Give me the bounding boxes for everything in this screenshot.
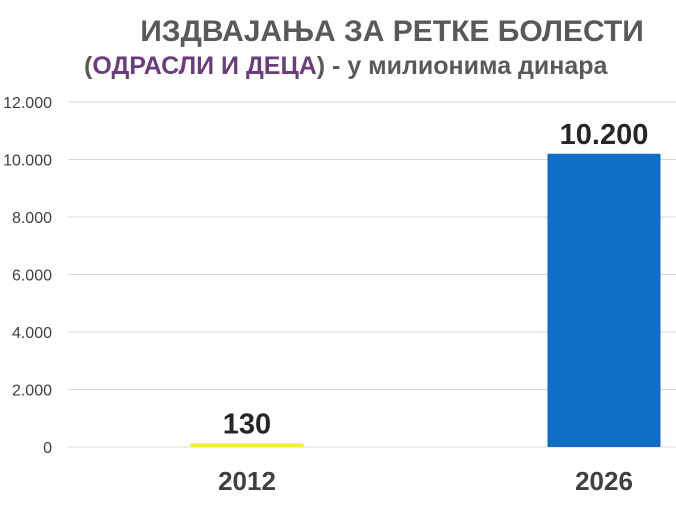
y-tick-label: 10.000 — [3, 153, 52, 170]
chart-title-line-1: ИЗДВАЈАЊА ЗА РЕТКЕ БОЛЕСТИ — [140, 15, 644, 48]
y-tick-label: 12.000 — [3, 95, 52, 112]
y-tick-label: 2.000 — [12, 383, 52, 400]
title-rest: ) - у милионима динара — [317, 52, 609, 80]
bar-2026 — [547, 153, 661, 447]
data-label-2026: 10.200 — [560, 119, 649, 151]
data-label-2012: 130 — [223, 408, 271, 440]
y-tick-label: 6.000 — [12, 268, 52, 285]
x-tick-label-2026: 2026 — [575, 466, 633, 496]
bar-2012 — [190, 443, 304, 447]
title-open-paren: ( — [84, 52, 93, 80]
y-tick-label: 0 — [43, 440, 52, 457]
y-tick-label: 8.000 — [12, 210, 52, 227]
data-labels: 130 10.200 — [223, 119, 649, 441]
y-axis-ticks: 0 2.000 4.000 6.000 8.000 10.000 12.000 — [3, 95, 52, 457]
x-tick-label-2012: 2012 — [218, 466, 276, 496]
title-highlight: ОДРАСЛИ И ДЕЦА — [92, 52, 316, 80]
chart-title-line-2: (ОДРАСЛИ И ДЕЦА) - у милионима динара — [84, 52, 609, 80]
x-axis-categories: 2012 2026 — [218, 466, 633, 496]
bars — [190, 153, 661, 447]
y-tick-label: 4.000 — [12, 325, 52, 342]
